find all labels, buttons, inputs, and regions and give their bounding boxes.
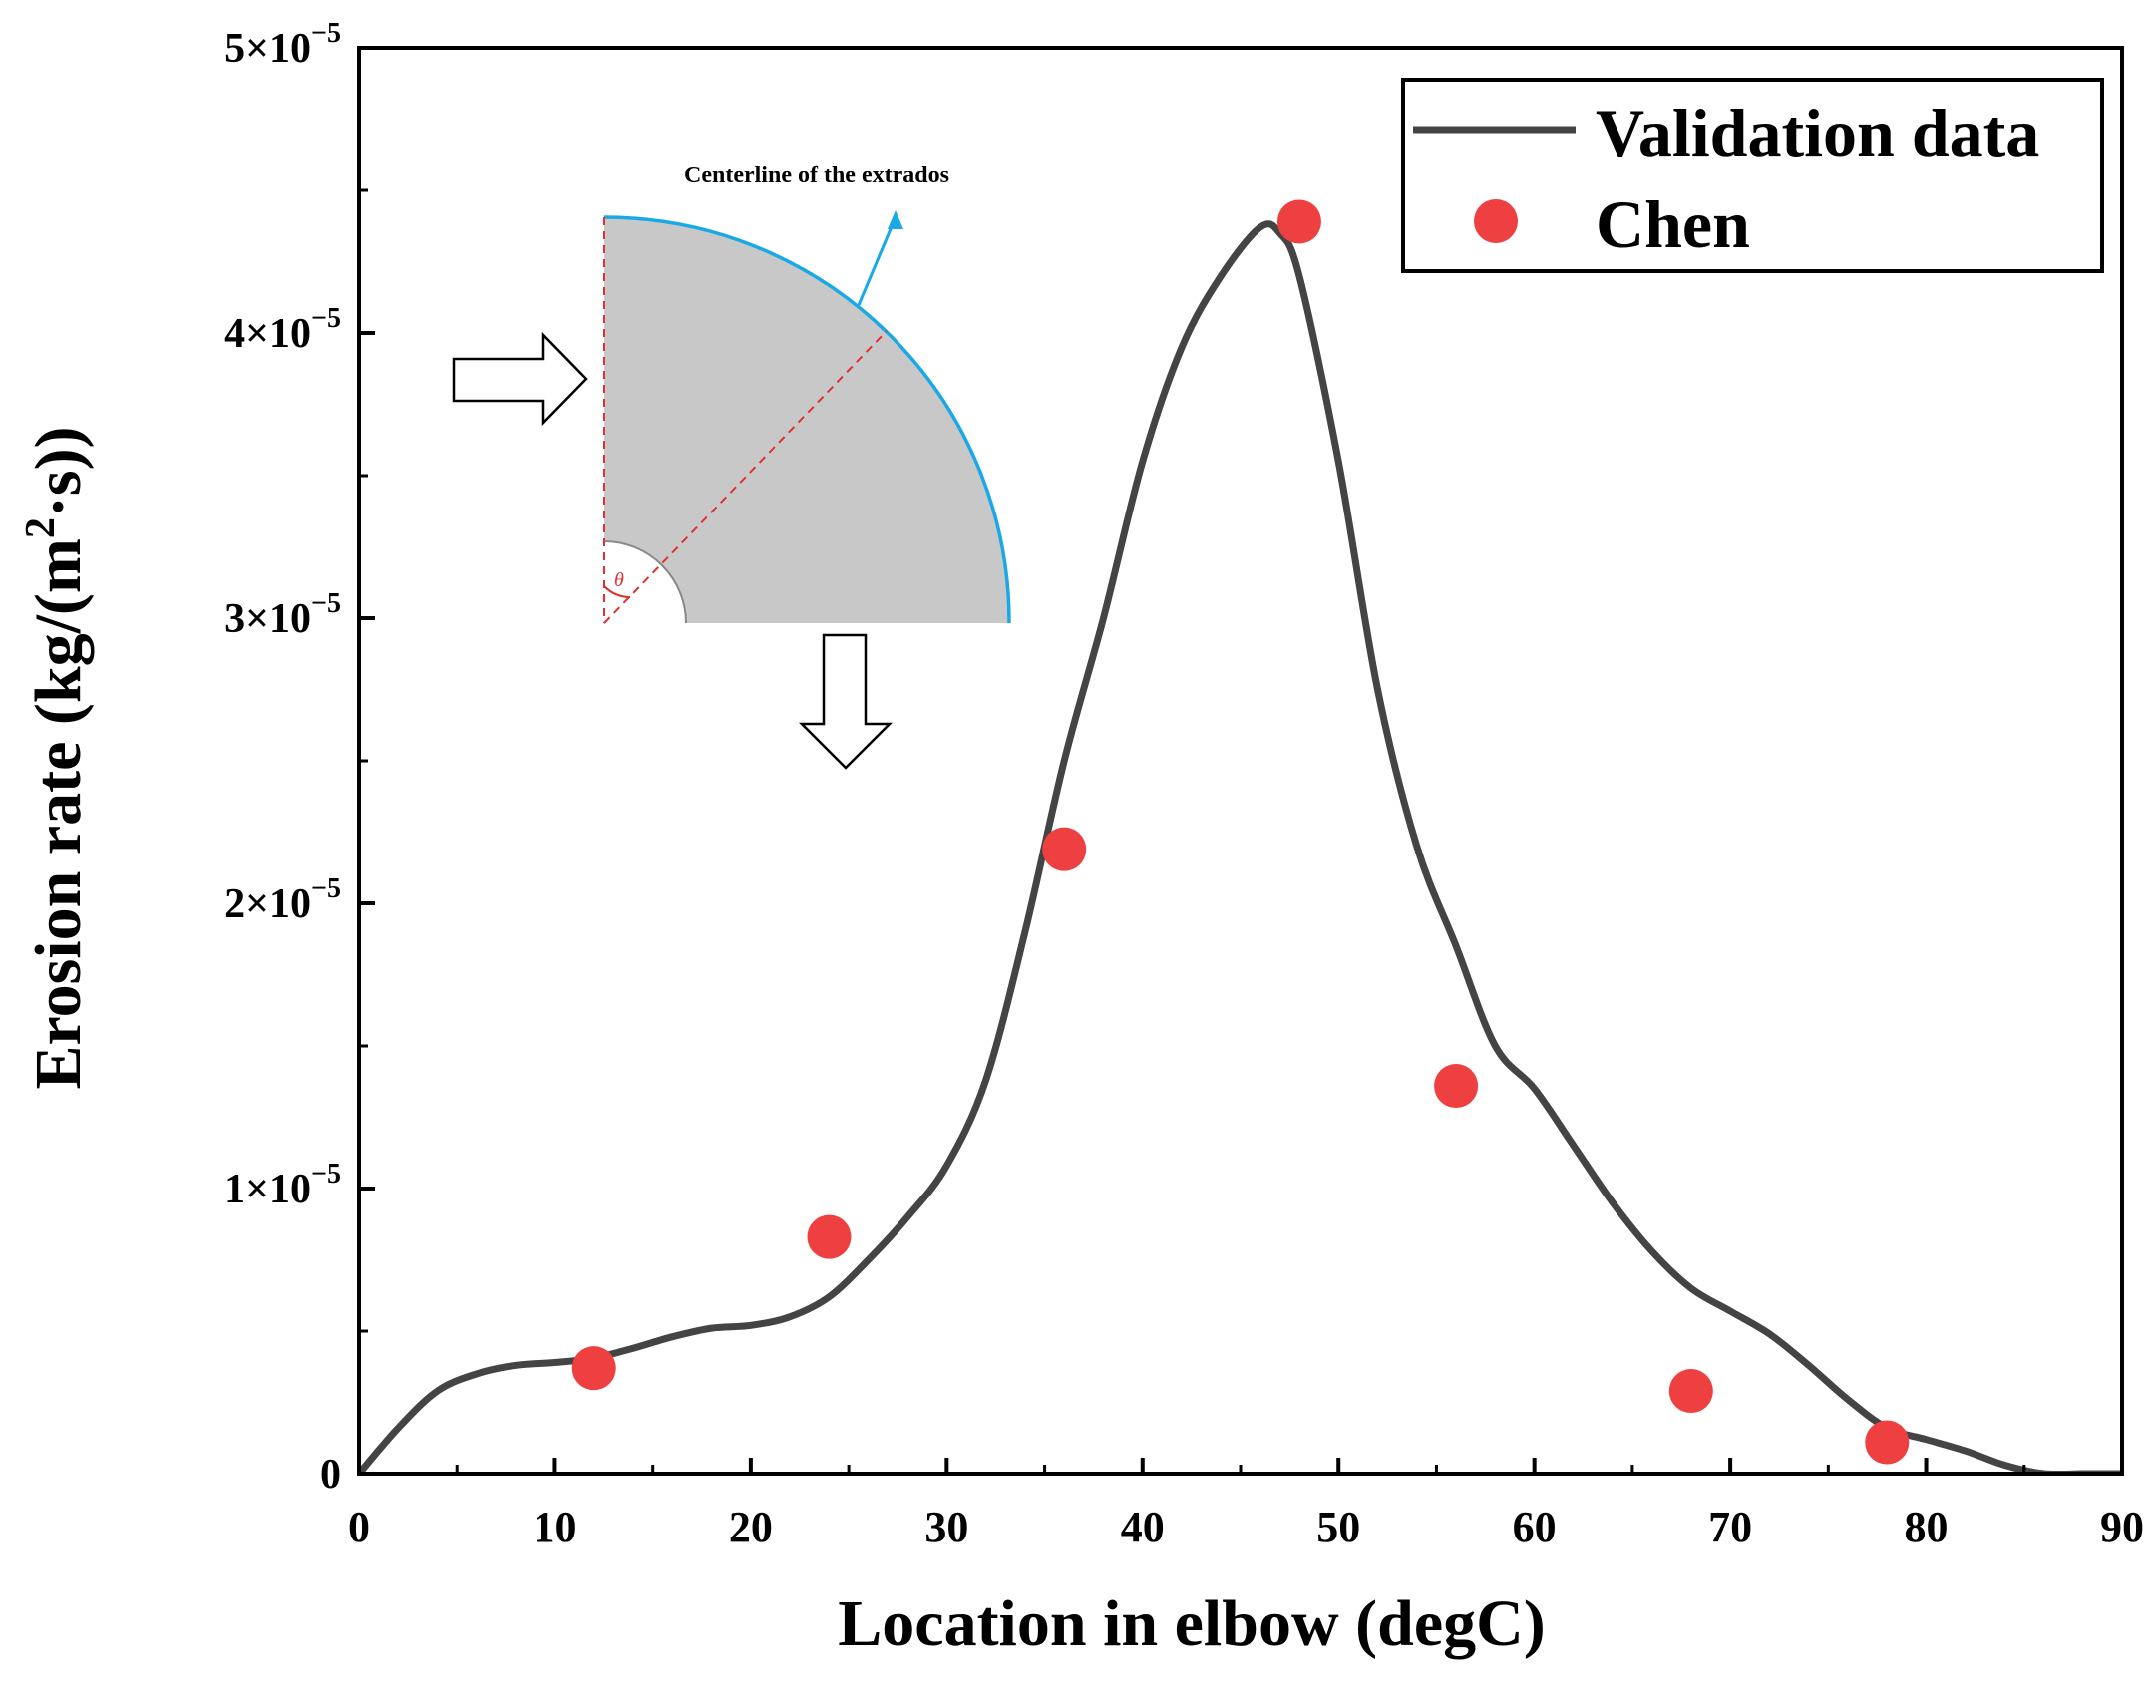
x-tick-label: 60: [1513, 1503, 1557, 1551]
inner-wall-arc: [603, 540, 687, 624]
y-tick-label: 2×10−5: [224, 873, 341, 927]
theta-arc: [603, 585, 631, 598]
x-tick-label: 50: [1316, 1503, 1360, 1551]
chen-point-4: [1434, 1064, 1479, 1109]
y-tick-label: 1×10−5: [224, 1159, 341, 1212]
inflow-arrow-icon: [452, 331, 588, 427]
legend-label-chen: Chen: [1596, 186, 1750, 262]
x-tick-label: 20: [729, 1503, 773, 1551]
y-tick-label: 4×10−5: [224, 303, 341, 357]
y-tick-label: 5×10−5: [224, 18, 341, 72]
y-axis-title-sup: 2: [18, 517, 64, 538]
theta-symbol: θ: [614, 569, 624, 591]
y-tick-label: 0: [320, 1452, 341, 1498]
x-tick-label: 10: [533, 1503, 576, 1551]
x-tick-label: 0: [348, 1503, 370, 1551]
x-tick-label: 90: [2100, 1503, 2144, 1551]
x-axis-title: Location in elbow (degC): [838, 1587, 1546, 1660]
legend-point-swatch: [1474, 199, 1518, 243]
validation-data-line: [359, 220, 2122, 1474]
x-tick-label: 40: [1121, 1503, 1165, 1551]
y-axis-title-main: Erosion rate (kg/(m: [22, 538, 95, 1089]
elbow-schematic-inset: θ Centerline of the extrados: [452, 163, 1011, 770]
x-axis-ticks: 0 10 20 30 40 50 60 70 80 90: [348, 1458, 2144, 1551]
outflow-arrow-icon: [798, 633, 894, 770]
inset-label: Centerline of the extrados: [684, 163, 949, 188]
y-tick-label: 3×10−5: [224, 588, 341, 642]
extrados-outline: [603, 215, 1011, 624]
y-axis-title: Erosion rate (kg/(m2·s)): [18, 426, 95, 1089]
chen-point-5: [1668, 1369, 1713, 1414]
y-axis-ticks: 0 1×10−5 2×10−5 3×10−5 4×10−5 5×10−5: [224, 18, 375, 1498]
chen-point-2: [1042, 827, 1087, 871]
legend: Validation data Chen: [1401, 78, 2104, 273]
y-axis-title-tail: ·s)): [22, 426, 95, 517]
chen-points: [571, 199, 1910, 1465]
legend-label-validation: Validation data: [1596, 95, 2039, 171]
chen-point-1: [807, 1214, 852, 1259]
chen-point-6: [1865, 1420, 1910, 1465]
centerline-pointer-arrow: [857, 216, 898, 306]
x-tick-label: 30: [924, 1503, 968, 1551]
chen-point-0: [571, 1346, 616, 1391]
legend-box: [1401, 78, 2104, 273]
centerline-dashed-line: [603, 330, 888, 624]
chen-point-3: [1276, 199, 1321, 244]
elbow-section-shape: [604, 217, 1010, 623]
x-tick-label: 70: [1708, 1503, 1752, 1551]
centerline-pointer-arrowhead: [888, 210, 903, 229]
x-tick-label: 80: [1905, 1503, 1949, 1551]
